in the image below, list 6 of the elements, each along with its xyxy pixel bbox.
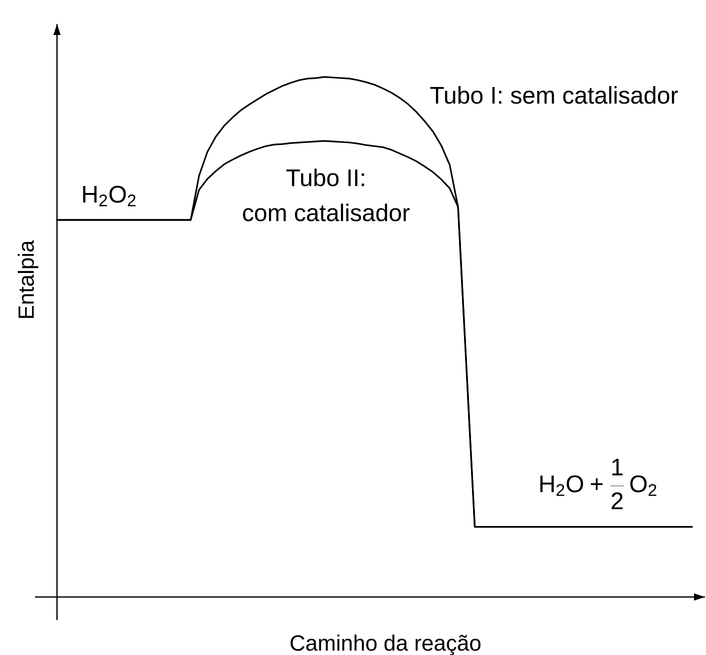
x-axis-title: Caminho da reação [290,634,481,655]
series-label: Tubo II: com catalisador [242,168,410,222]
series-label: Tubo I: sem catalisador [430,86,678,104]
annotation: $\mathrm{H_{2}O_{2}}$ [83,186,136,206]
annotation: $\mathrm{H_{2}O}+\frac{1}{2}\,\mathrm{O_{2}}$ [540,458,656,510]
y-axis-title: Entalpia [18,240,38,318]
